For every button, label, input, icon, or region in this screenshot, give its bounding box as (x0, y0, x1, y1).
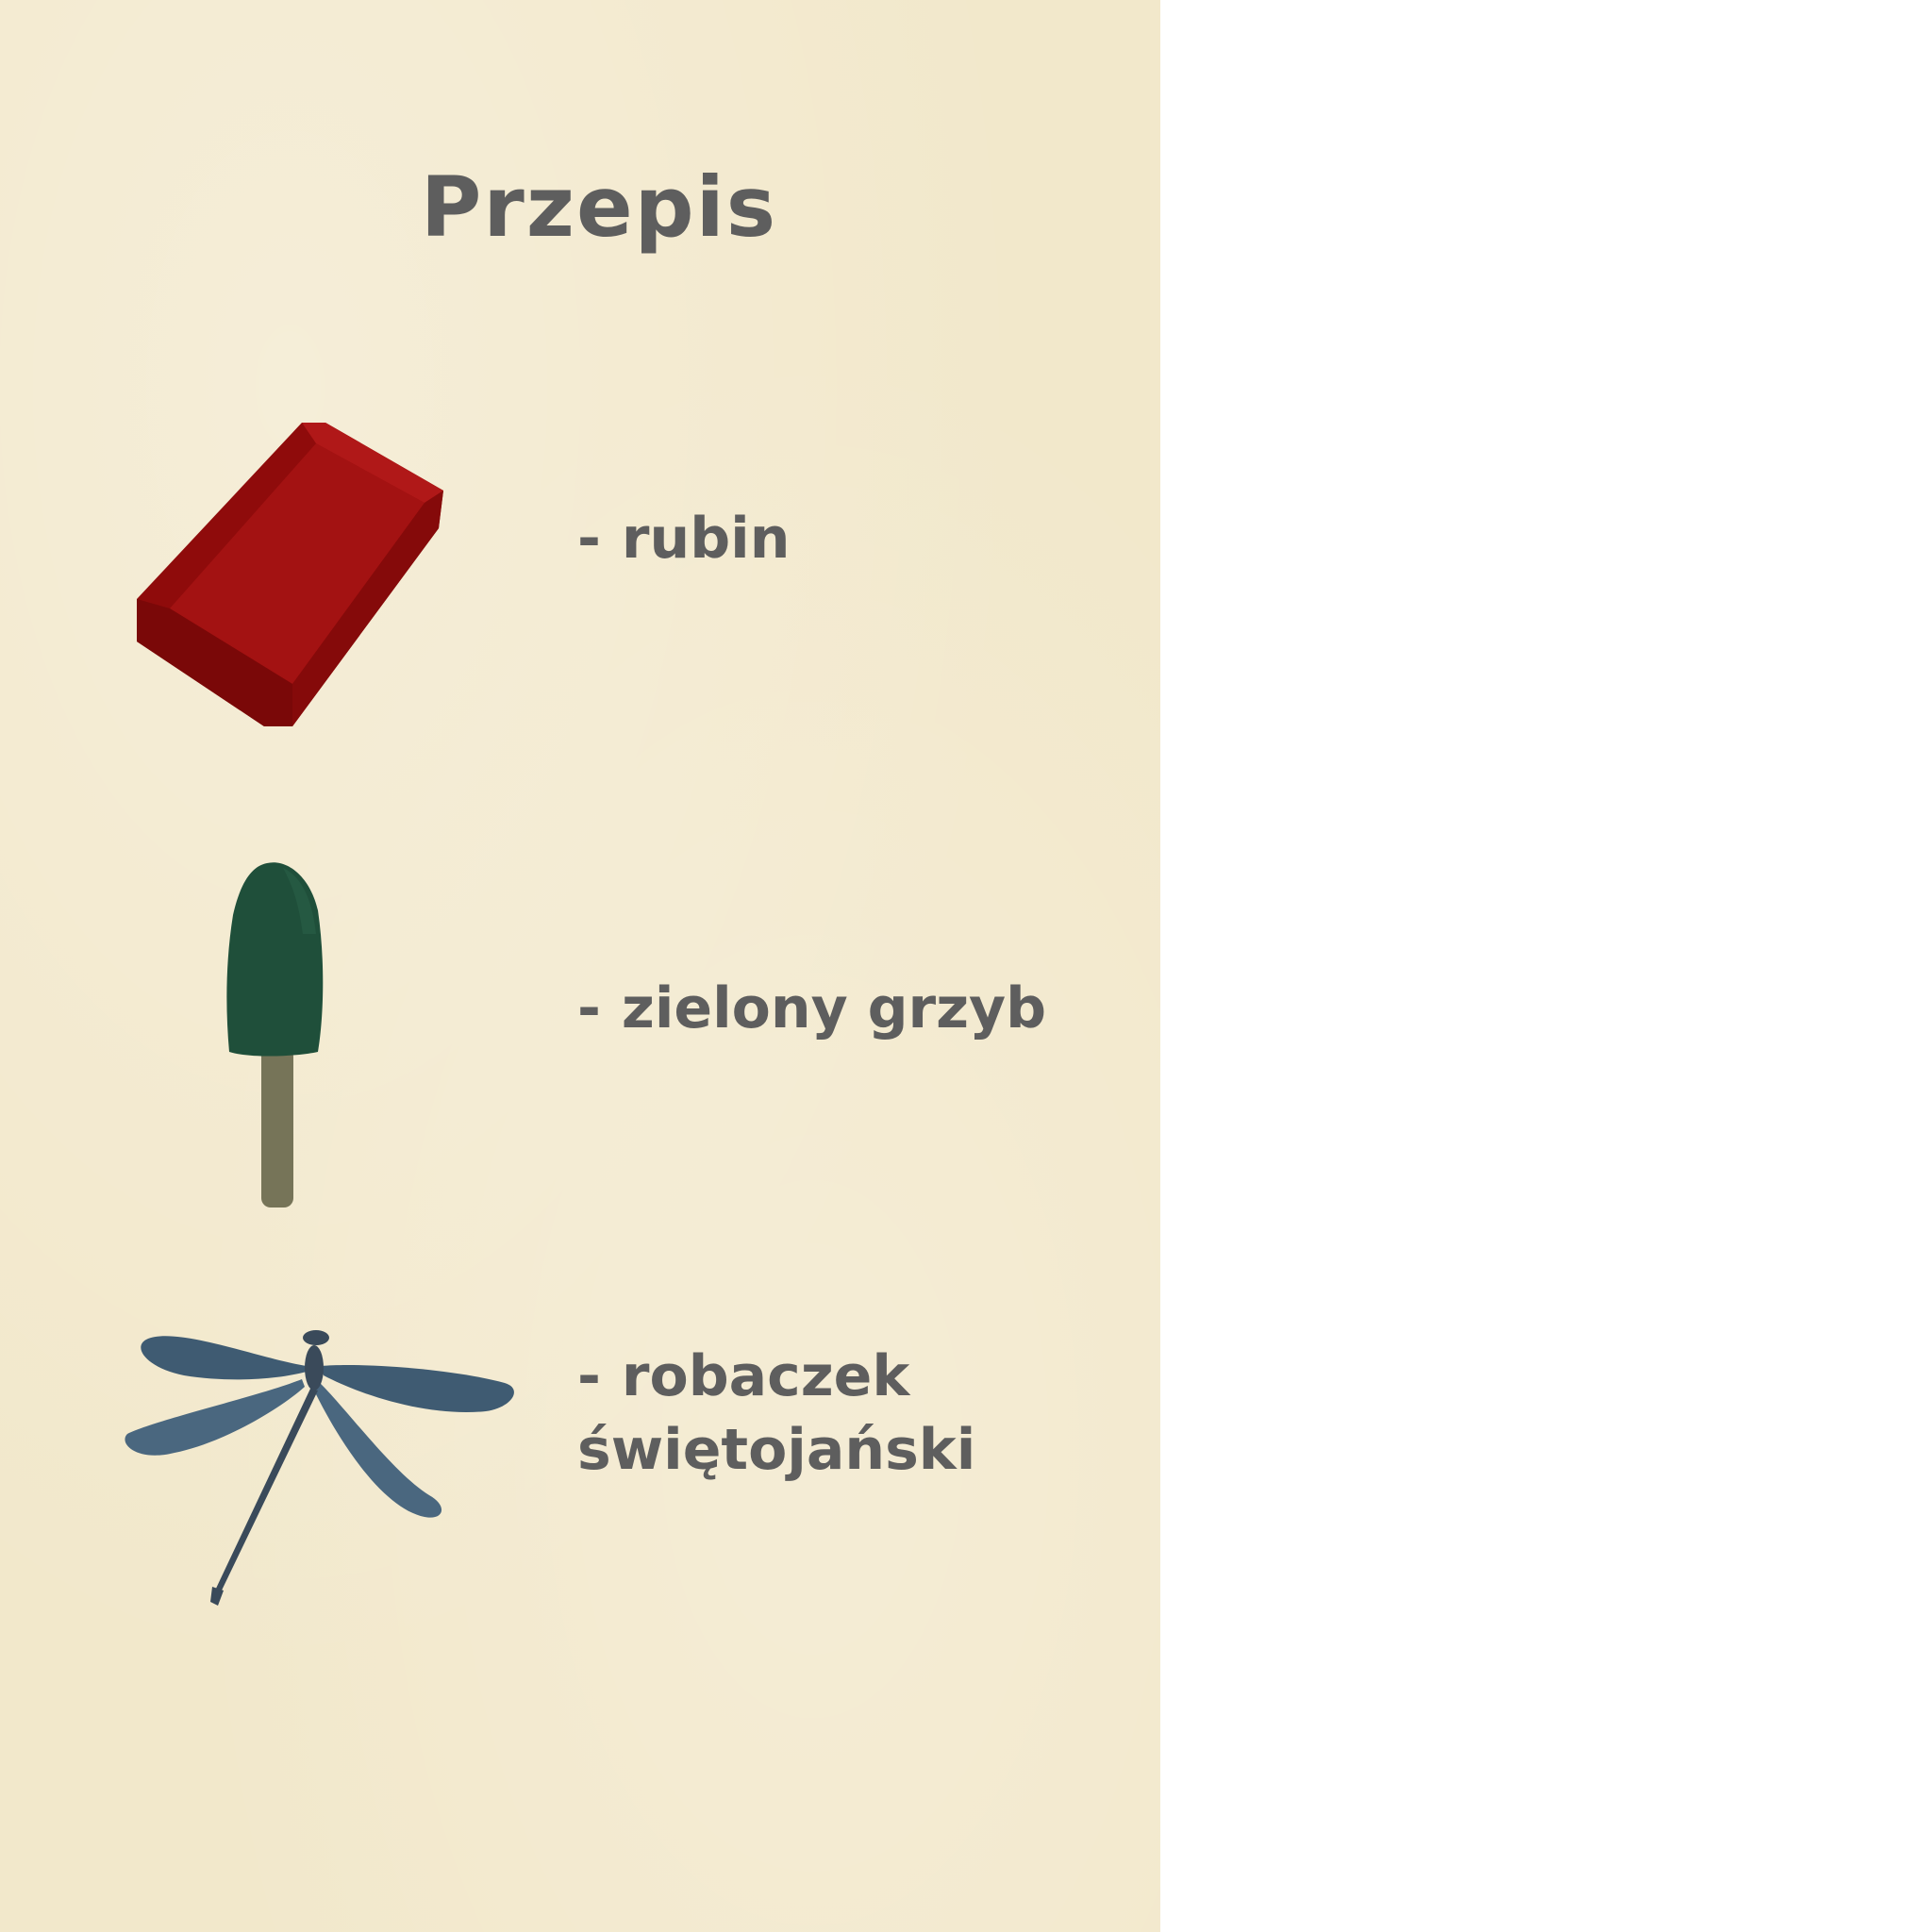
ruby-icon (137, 423, 443, 726)
list-dash: - (577, 506, 601, 572)
ingredient-item-ruby: - rubin (0, 415, 1160, 736)
recipe-card: Przepis - rubin - zielony grzyb (0, 0, 1160, 1932)
ingredient-item-dragonfly: - robaczek świętojański (0, 1321, 1160, 1623)
ingredient-name: rubin (621, 506, 791, 572)
dragonfly-icon (125, 1330, 514, 1606)
ingredient-name: zielony grzyb (621, 975, 1047, 1041)
list-dash: - (577, 975, 601, 1041)
ingredient-label: - robaczek świętojański (577, 1340, 975, 1487)
ingredient-name-line1: - robaczek (577, 1343, 910, 1409)
list-dash: - (577, 1343, 601, 1409)
green-mushroom-icon (226, 862, 324, 1208)
ingredient-name-line2: świętojański (577, 1417, 976, 1483)
ingredient-label: - rubin (577, 502, 790, 575)
recipe-title: Przepis (420, 158, 778, 256)
ingredient-label: - zielony grzyb (577, 972, 1046, 1045)
ingredient-item-mushroom: - zielony grzyb (0, 858, 1160, 1217)
